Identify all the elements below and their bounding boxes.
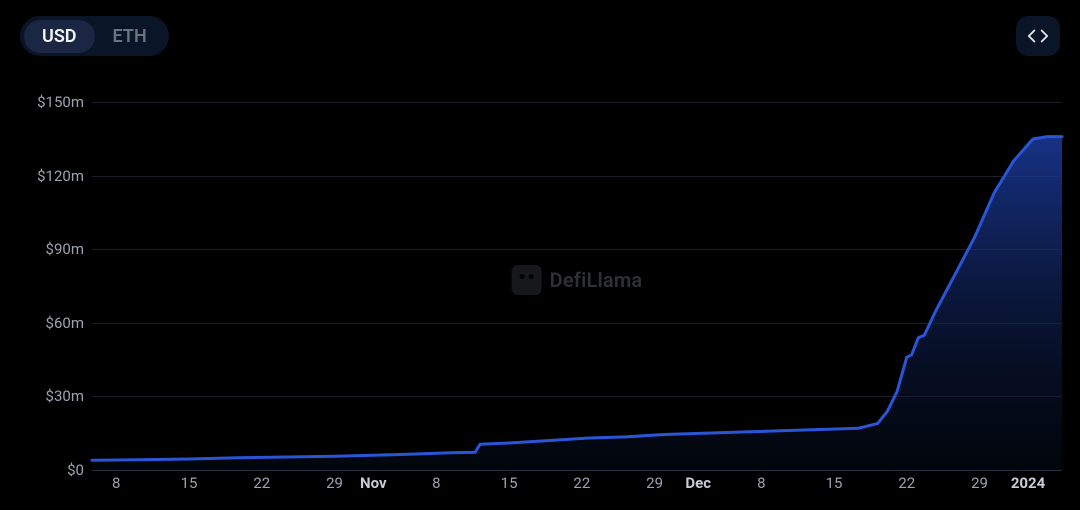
y-tick-label: $120m [37, 167, 84, 185]
series-svg [92, 90, 1062, 470]
chart-area: $0 $30m $60m $90m $120m $150m DefiLlama 8 15 22… [0, 90, 1080, 500]
x-tick-label: 8 [112, 474, 120, 492]
y-tick-label: $90m [46, 240, 84, 258]
x-tick-label: 29 [646, 474, 663, 492]
x-tick-label: 8 [432, 474, 440, 492]
y-tick-label: $150m [37, 93, 84, 111]
x-tick-label: Dec [685, 474, 711, 492]
embed-button[interactable] [1016, 16, 1060, 56]
code-icon [1027, 25, 1049, 47]
chart-panel: USD ETH $0 $30m $60m $90m $120m $150m DefiLla… [0, 0, 1080, 510]
x-tick-label: 29 [971, 474, 988, 492]
toggle-usd[interactable]: USD [24, 20, 95, 53]
y-tick-label: $30m [46, 387, 84, 405]
y-tick-label: $60m [46, 314, 84, 332]
x-tick-label: 29 [326, 474, 343, 492]
x-tick-label: 15 [501, 474, 518, 492]
x-axis: 8 15 22 29 Nov 8 15 22 29 Dec 8 15 22 29 2024 [92, 470, 1062, 500]
x-tick-label: 15 [181, 474, 198, 492]
x-tick-label: 15 [826, 474, 843, 492]
y-tick-label: $0 [67, 461, 84, 479]
x-tick-label: 2024 [1011, 474, 1045, 492]
x-tick-label: 8 [757, 474, 765, 492]
x-tick-label: 22 [253, 474, 270, 492]
x-tick-label: Nov [360, 474, 387, 492]
x-tick-label: 22 [573, 474, 590, 492]
plot-region: DefiLlama [92, 90, 1062, 470]
y-axis: $0 $30m $60m $90m $120m $150m [0, 90, 92, 500]
toggle-eth[interactable]: ETH [95, 20, 165, 53]
x-tick-label: 22 [898, 474, 915, 492]
area-fill [92, 137, 1062, 470]
currency-toggle: USD ETH [20, 16, 169, 56]
